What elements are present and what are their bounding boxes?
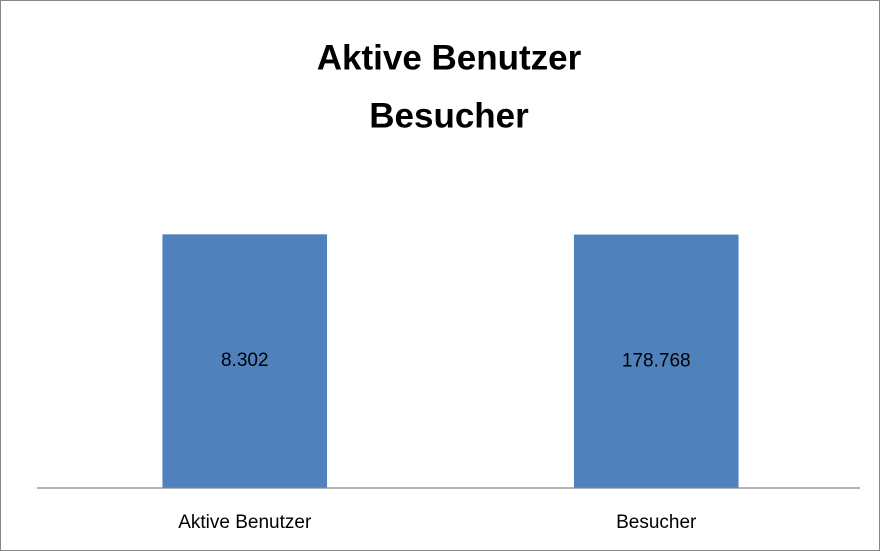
- data-label: 8.302: [221, 350, 269, 371]
- x-tick-label: Besucher: [616, 512, 697, 533]
- x-tick-label: Aktive Benutzer: [178, 512, 312, 533]
- data-label: 178.768: [622, 350, 691, 371]
- bar: [162, 234, 328, 488]
- chart-title: Besucher: [369, 96, 529, 135]
- chart-title: Aktive Benutzer: [317, 38, 582, 77]
- bar: [573, 234, 739, 488]
